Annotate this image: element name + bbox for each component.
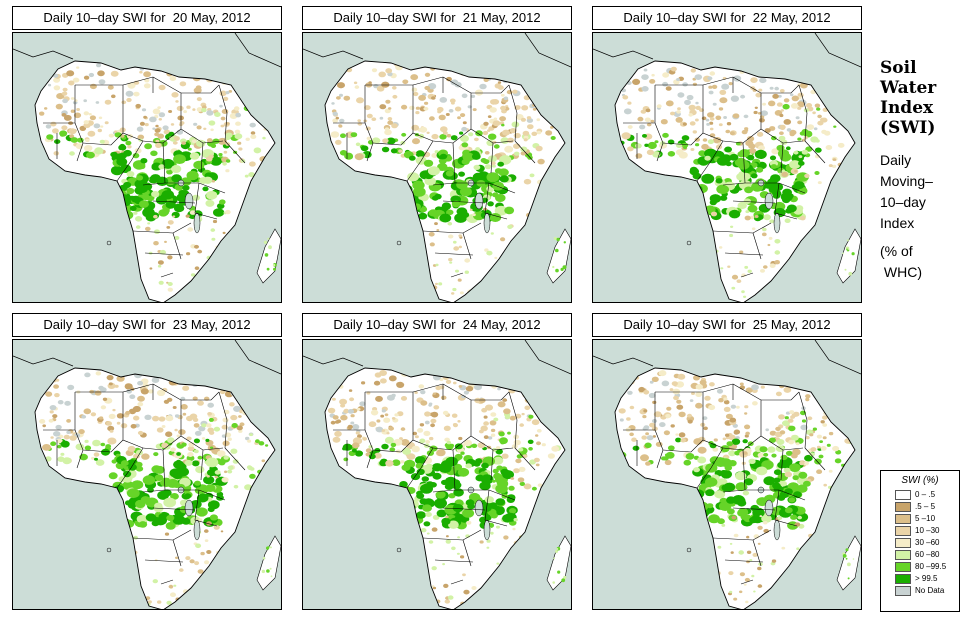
legend-swatch <box>895 586 911 596</box>
panel-title: Daily 10–day SWI for 22 May, 2012 <box>592 6 862 30</box>
madagascar-pattern <box>552 236 567 273</box>
madagascar <box>256 535 281 591</box>
swi-legend: SWI (%) 0 – .5 .5 – 5 5 –10 10 –30 30 –6… <box>880 470 960 612</box>
index-title-line: Water <box>880 78 937 98</box>
legend-item: 5 –10 <box>881 513 959 525</box>
country-borders <box>623 383 826 585</box>
legend-item: 30 –60 <box>881 537 959 549</box>
legend-title: SWI (%) <box>901 475 939 486</box>
legend-label: .5 – 5 <box>915 502 936 511</box>
legend-label: 10 –30 <box>915 526 940 535</box>
index-subtitle-line: Daily <box>880 152 912 168</box>
coastline <box>324 60 566 302</box>
legend-item: > 99.5 <box>881 573 959 585</box>
legend-label: 30 –60 <box>915 538 940 547</box>
panel-title: Daily 10–day SWI for 21 May, 2012 <box>302 6 572 30</box>
index-subtitle-line: Moving– <box>880 173 933 189</box>
madagascar-pattern <box>842 548 855 580</box>
legend-item: .5 – 5 <box>881 501 959 513</box>
africa-landmass <box>325 368 565 609</box>
map-panel-20-may: Daily 10–day SWI for 20 May, 2012 <box>12 6 282 303</box>
africa-swi-map <box>592 339 862 610</box>
madagascar-pattern <box>842 239 855 276</box>
country-borders <box>623 76 826 278</box>
legend-label: 5 –10 <box>915 514 936 523</box>
index-title-line: Index <box>880 98 934 118</box>
map-panel-21-may: Daily 10–day SWI for 21 May, 2012 <box>302 6 572 303</box>
map-panel-25-may: Daily 10–day SWI for 25 May, 2012 <box>592 313 862 610</box>
africa-swi-map <box>302 339 572 610</box>
africa-swi-map <box>592 32 862 303</box>
panel-title: Daily 10–day SWI for 23 May, 2012 <box>12 313 282 337</box>
index-subtitle: Daily Moving– 10–day Index <box>880 150 933 234</box>
africa-map-graphic <box>303 340 571 609</box>
index-subtitle-line: 10–day <box>880 194 926 210</box>
coastline <box>34 367 276 609</box>
africa-map-graphic <box>13 340 281 609</box>
country-borders <box>333 383 536 585</box>
coastline <box>614 60 856 302</box>
legend-swatch <box>895 526 911 536</box>
madagascar-pattern <box>552 546 567 584</box>
panel-title: Daily 10–day SWI for 24 May, 2012 <box>302 313 572 337</box>
legend-item: 60 –80 <box>881 549 959 561</box>
map-panel-22-may: Daily 10–day SWI for 22 May, 2012 <box>592 6 862 303</box>
africa-landmass <box>615 61 855 302</box>
legend-swatch <box>895 502 911 512</box>
panel-title: Daily 10–day SWI for 20 May, 2012 <box>12 6 282 30</box>
legend-item: 10 –30 <box>881 525 959 537</box>
africa-swi-map <box>12 32 282 303</box>
legend-label: > 99.5 <box>915 574 938 583</box>
africa-landmass <box>325 61 565 302</box>
madagascar <box>836 228 861 284</box>
swi-pattern <box>615 368 853 604</box>
legend-swatch <box>895 574 911 584</box>
legend-swatch <box>895 538 911 548</box>
legend-item: 80 –99.5 <box>881 561 959 573</box>
legend-label: No Data <box>915 586 945 595</box>
country-borders <box>333 76 536 278</box>
swi-pattern <box>35 368 272 608</box>
map-panel-23-may: Daily 10–day SWI for 23 May, 2012 <box>12 313 282 610</box>
index-title-line: (SWI) <box>880 118 936 138</box>
madagascar-pattern <box>261 546 273 578</box>
legend-item: No Data <box>881 585 959 597</box>
index-unit: (% of WHC) <box>880 241 922 283</box>
index-title: Soil Water Index (SWI) <box>880 58 936 138</box>
legend-label: 60 –80 <box>915 550 940 559</box>
index-unit-line: (% of <box>880 243 913 259</box>
africa-map-graphic <box>13 33 281 302</box>
coastline <box>34 60 276 302</box>
legend-label: 0 – .5 <box>915 490 936 499</box>
country-borders <box>43 383 246 585</box>
coastline <box>324 367 566 609</box>
index-subtitle-line: Index <box>880 215 915 231</box>
country-borders <box>43 76 246 278</box>
index-unit-line: WHC) <box>880 264 922 280</box>
africa-map-graphic <box>593 33 861 302</box>
africa-map-graphic <box>303 33 571 302</box>
legend-item: 0 – .5 <box>881 489 959 501</box>
africa-swi-map <box>12 339 282 610</box>
map-panel-24-may: Daily 10–day SWI for 24 May, 2012 <box>302 313 572 610</box>
legend-swatch <box>895 514 911 524</box>
legend-swatch <box>895 490 911 500</box>
legend-swatch <box>895 562 911 572</box>
coastline <box>614 367 856 609</box>
africa-map-graphic <box>593 340 861 609</box>
legend-label: 80 –99.5 <box>915 562 947 571</box>
africa-swi-map <box>302 32 572 303</box>
madagascar-pattern <box>263 237 277 271</box>
panel-title: Daily 10–day SWI for 25 May, 2012 <box>592 313 862 337</box>
index-title-line: Soil <box>880 58 917 78</box>
legend-swatch <box>895 550 911 560</box>
